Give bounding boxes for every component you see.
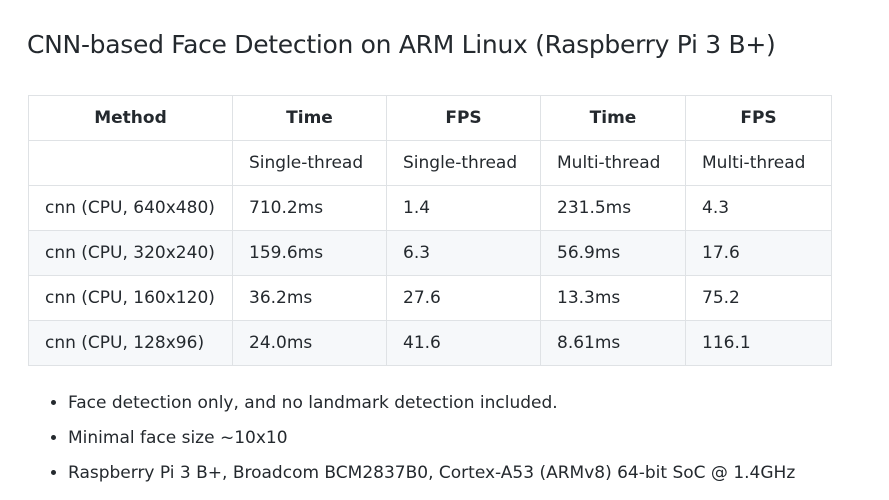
- table-cell: Multi-thread: [540, 140, 686, 186]
- column-header: Time: [540, 95, 686, 141]
- table-cell: Single-thread: [232, 140, 387, 186]
- table-cell: 13.3ms: [540, 275, 686, 321]
- table-cell: Single-thread: [386, 140, 541, 186]
- page-title: CNN-based Face Detection on ARM Linux (R…: [27, 30, 776, 59]
- table-cell: 116.1: [685, 320, 832, 366]
- table-cell: cnn (CPU, 320x240): [28, 230, 233, 276]
- list-item: Face detection only, and no landmark det…: [68, 388, 795, 423]
- table-cell: 75.2: [685, 275, 832, 321]
- table-cell: 6.3: [386, 230, 541, 276]
- column-header: FPS: [685, 95, 832, 141]
- column-header: Time: [232, 95, 387, 141]
- table-row: Single-thread Single-thread Multi-thread Mu…: [28, 140, 832, 186]
- table-cell: cnn (CPU, 640x480): [28, 185, 233, 231]
- table-cell: 27.6: [386, 275, 541, 321]
- notes-list: Face detection only, and no landmark det…: [40, 388, 795, 493]
- table-row: cnn (CPU, 640x480) 710.2ms 1.4 231.5ms 4.3: [28, 185, 832, 231]
- table-cell: 8.61ms: [540, 320, 686, 366]
- table-row: cnn (CPU, 320x240) 159.6ms 6.3 56.9ms 17.6: [28, 230, 832, 276]
- table-cell: Multi-thread: [685, 140, 832, 186]
- table-cell: [28, 140, 233, 186]
- table-cell: 24.0ms: [232, 320, 387, 366]
- table-cell: 4.3: [685, 185, 832, 231]
- list-item: Minimal face size ~10x10: [68, 423, 795, 458]
- table-cell: 710.2ms: [232, 185, 387, 231]
- table-row: cnn (CPU, 160x120) 36.2ms 27.6 13.3ms 75.2: [28, 275, 832, 321]
- benchmark-table: Method Time FPS Time FPS Single-thread Single…: [28, 95, 832, 366]
- table-cell: 36.2ms: [232, 275, 387, 321]
- list-item: Raspberry Pi 3 B+, Broadcom BCM2837B0, C…: [68, 458, 795, 493]
- table-cell: 159.6ms: [232, 230, 387, 276]
- table-cell: cnn (CPU, 128x96): [28, 320, 233, 366]
- column-header: Method: [28, 95, 233, 141]
- table-cell: 231.5ms: [540, 185, 686, 231]
- table-cell: 1.4: [386, 185, 541, 231]
- column-header: FPS: [386, 95, 541, 141]
- table-cell: cnn (CPU, 160x120): [28, 275, 233, 321]
- table-cell: 56.9ms: [540, 230, 686, 276]
- table-row: cnn (CPU, 128x96) 24.0ms 41.6 8.61ms 116.1: [28, 320, 832, 366]
- table-cell: 17.6: [685, 230, 832, 276]
- table-cell: 41.6: [386, 320, 541, 366]
